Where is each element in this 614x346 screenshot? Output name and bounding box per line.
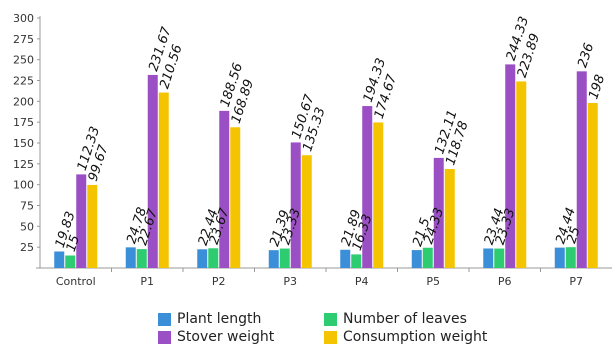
legend-label-stover-weight: Stover weight [177, 329, 275, 345]
bar-number-of-leaves-p5 [422, 247, 433, 268]
bar-consumption-weight-p4 [373, 122, 384, 268]
legend-label-plant-length: Plant length [177, 311, 262, 327]
bar-number-of-leaves-p2 [208, 248, 219, 268]
y-tick-label: 50 [20, 220, 34, 233]
bar-consumption-weight-p1 [158, 92, 169, 269]
bar-stover-weight-p3 [290, 142, 301, 268]
bar-consumption-weight-p3 [301, 155, 312, 268]
bar-stover-weight-control [76, 174, 87, 268]
legend-item-number-of-leaves: Number of leaves [324, 311, 467, 327]
bar-number-of-leaves-p6 [494, 248, 505, 268]
bar-plant-length-p3 [268, 250, 279, 268]
x-tick-label: Control [56, 275, 96, 288]
y-tick-label: 175 [13, 116, 34, 129]
bar-consumption-weight-p2 [230, 127, 241, 268]
bar-consumption-weight-control [87, 184, 98, 268]
data-label-number-of-leaves-p7: 25 [564, 225, 583, 245]
bar-stover-weight-p1 [147, 74, 158, 268]
y-tick-label: 25 [20, 241, 34, 254]
bar-plant-length-p2 [197, 249, 208, 268]
bar-number-of-leaves-p1 [136, 249, 147, 268]
data-label-consumption-weight-p7: 198 [586, 73, 608, 101]
bar-stover-weight-p6 [505, 64, 516, 269]
legend-item-stover-weight: Stover weight [158, 329, 274, 345]
bar-number-of-leaves-p7 [565, 247, 576, 268]
x-tick-label: P2 [212, 275, 226, 288]
x-axis-ticks: Control P1 P2 P3 P4 P5 P6 P7 [56, 268, 583, 288]
y-tick-label: 150 [13, 137, 34, 150]
bar-number-of-leaves-p3 [279, 248, 290, 268]
legend-swatch-consumption-weight [324, 330, 337, 344]
y-tick-label: 75 [20, 200, 34, 213]
bar-plant-length-p5 [411, 250, 422, 268]
chart-legend: Plant length Number of leaves Stover wei… [150, 309, 510, 346]
data-label-number-of-leaves-control: 15 [64, 233, 83, 253]
bar-stover-weight-p7 [576, 71, 587, 268]
legend-swatch-plant-length [158, 312, 171, 326]
y-tick-label: 225 [13, 75, 34, 88]
bar-consumption-weight-p7 [587, 103, 598, 268]
y-tick-label: 275 [13, 33, 34, 46]
x-tick-label: P1 [140, 275, 154, 288]
bar-stover-weight-p4 [362, 106, 373, 268]
y-tick-label: 300 [13, 12, 34, 25]
y-tick-label: 250 [13, 54, 34, 67]
bar-chart: 25 50 75 100 125 150 175 200 225 250 275 300 Contro… [13, 12, 612, 288]
bar-stover-weight-p2 [219, 110, 230, 268]
bar-consumption-weight-p5 [444, 169, 455, 268]
legend-swatch-stover-weight [158, 330, 171, 344]
x-tick-label: P3 [283, 275, 297, 288]
y-tick-label: 125 [13, 158, 34, 171]
y-tick-label: 100 [13, 179, 34, 192]
bar-series-group [54, 64, 598, 269]
bar-plant-length-control [54, 251, 65, 268]
legend-label-number-of-leaves: Number of leaves [343, 311, 467, 327]
bar-plant-length-p6 [483, 248, 494, 268]
y-axis-ticks: 25 50 75 100 125 150 175 200 225 250 275 300 [13, 12, 40, 254]
y-tick-label: 200 [13, 95, 34, 108]
bar-number-of-leaves-p4 [351, 254, 362, 268]
bar-plant-length-p7 [554, 247, 565, 268]
x-tick-label: P6 [498, 275, 512, 288]
legend-item-consumption-weight: Consumption weight [324, 329, 487, 345]
x-tick-label: P5 [426, 275, 440, 288]
x-tick-label: P7 [569, 275, 583, 288]
bar-stover-weight-p5 [433, 157, 444, 268]
legend-label-consumption-weight: Consumption weight [343, 329, 488, 345]
bar-plant-length-p1 [125, 247, 136, 268]
x-tick-label: P4 [355, 275, 369, 288]
legend-item-plant-length: Plant length [158, 311, 261, 327]
bar-number-of-leaves-control [65, 255, 76, 268]
data-label-stover-weight-p7: 236 [575, 41, 597, 69]
bar-consumption-weight-p6 [516, 81, 527, 268]
legend-swatch-number-of-leaves [324, 312, 337, 326]
bar-plant-length-p4 [340, 249, 351, 268]
